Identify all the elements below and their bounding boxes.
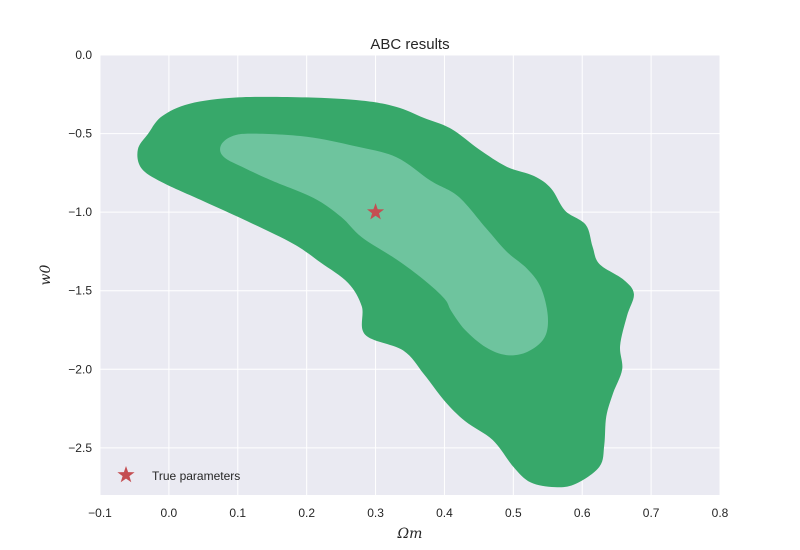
y-tick-label: −2.5 — [68, 441, 92, 455]
legend-label: True parameters — [152, 469, 240, 483]
x-tick-label: 0.8 — [712, 506, 729, 520]
y-tick-label: −1.0 — [68, 205, 92, 219]
x-tick-label: 0.6 — [574, 506, 591, 520]
y-axis-label: w0 — [38, 264, 54, 285]
y-tick-label: −2.0 — [68, 362, 92, 376]
x-tick-label: 0.7 — [643, 506, 660, 520]
y-tick-label: −0.5 — [68, 127, 92, 141]
legend-star-marker — [117, 466, 135, 483]
chart-title: ABC results — [370, 36, 449, 53]
x-tick-label: 0.2 — [298, 506, 315, 520]
data-points — [367, 203, 385, 220]
region-outer — [137, 96, 634, 488]
x-tick-label: 0.3 — [367, 506, 384, 520]
x-tick-label: 0.1 — [229, 506, 246, 520]
x-tick-label: 0.4 — [436, 506, 453, 520]
x-tick-label: −0.1 — [88, 506, 112, 520]
x-axis-label: Ωm — [397, 526, 423, 542]
x-tick-label: 0.5 — [505, 506, 522, 520]
region-inner — [220, 133, 549, 356]
true-parameters-point — [367, 203, 385, 220]
y-tick-label: −1.5 — [68, 284, 92, 298]
y-tick-label: 0.0 — [75, 48, 92, 62]
x-tick-labels: −0.1 0.0 0.1 0.2 0.3 0.4 0.5 0.6 0.7 0.8 — [88, 506, 729, 520]
legend: True parameters — [117, 466, 240, 483]
x-tick-label: 0.0 — [161, 506, 178, 520]
legend-star-icon — [117, 466, 135, 483]
y-tick-labels: 0.0 −0.5 −1.0 −1.5 −2.0 −2.5 — [68, 48, 92, 455]
credible-regions — [137, 96, 634, 488]
